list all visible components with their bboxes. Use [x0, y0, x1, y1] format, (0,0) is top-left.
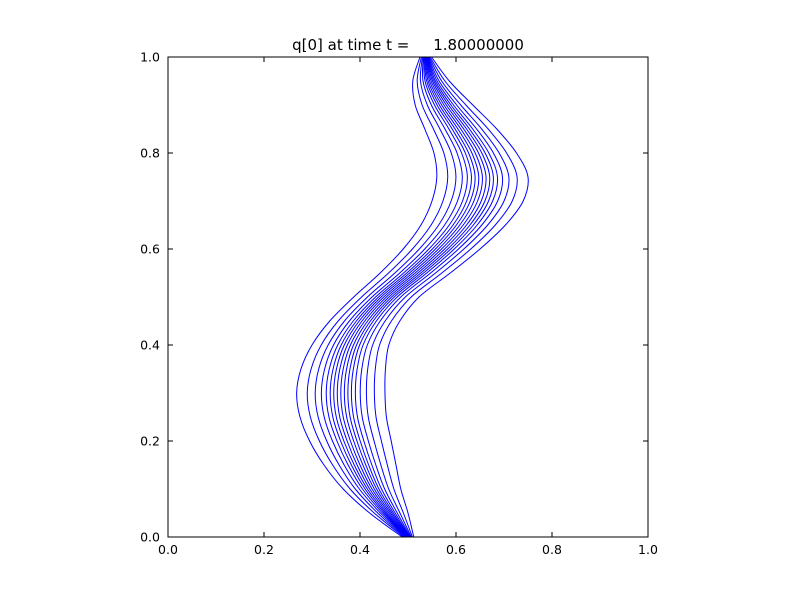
contour-line [306, 56, 449, 538]
contour-line [384, 56, 529, 538]
x-tick-label: 0.2 [254, 542, 274, 557]
contour-line [343, 56, 487, 538]
x-tick-label: 0.6 [446, 542, 466, 557]
contour-line [296, 56, 438, 538]
contour-line [350, 56, 494, 538]
contour-line [333, 56, 476, 538]
y-tick-label: 0.8 [140, 146, 160, 161]
contour-line [314, 56, 457, 538]
contour-line [325, 56, 468, 538]
contour-line [347, 56, 491, 538]
y-tick-label: 1.0 [140, 50, 160, 65]
axis-box [167, 56, 649, 538]
contour-line [354, 56, 499, 538]
contour-line [365, 56, 510, 538]
y-tick-label: 0.0 [140, 530, 160, 545]
x-tick-label: 0.8 [542, 542, 562, 557]
x-tick-label: 0.0 [158, 542, 178, 557]
contour-line [373, 56, 518, 538]
y-tick-label: 0.2 [140, 434, 160, 449]
y-tick-label: 0.4 [140, 338, 160, 353]
chart-title: q[0] at time t = 1.80000000 [292, 36, 524, 54]
x-tick-label: 1.0 [638, 542, 658, 557]
contour-line [340, 56, 483, 538]
contour-line [336, 56, 480, 538]
x-tick-label: 0.4 [350, 542, 370, 557]
contour-line [329, 56, 472, 538]
contour-line [320, 56, 463, 538]
contour-line [359, 56, 504, 538]
y-tick-label: 0.6 [140, 242, 160, 257]
